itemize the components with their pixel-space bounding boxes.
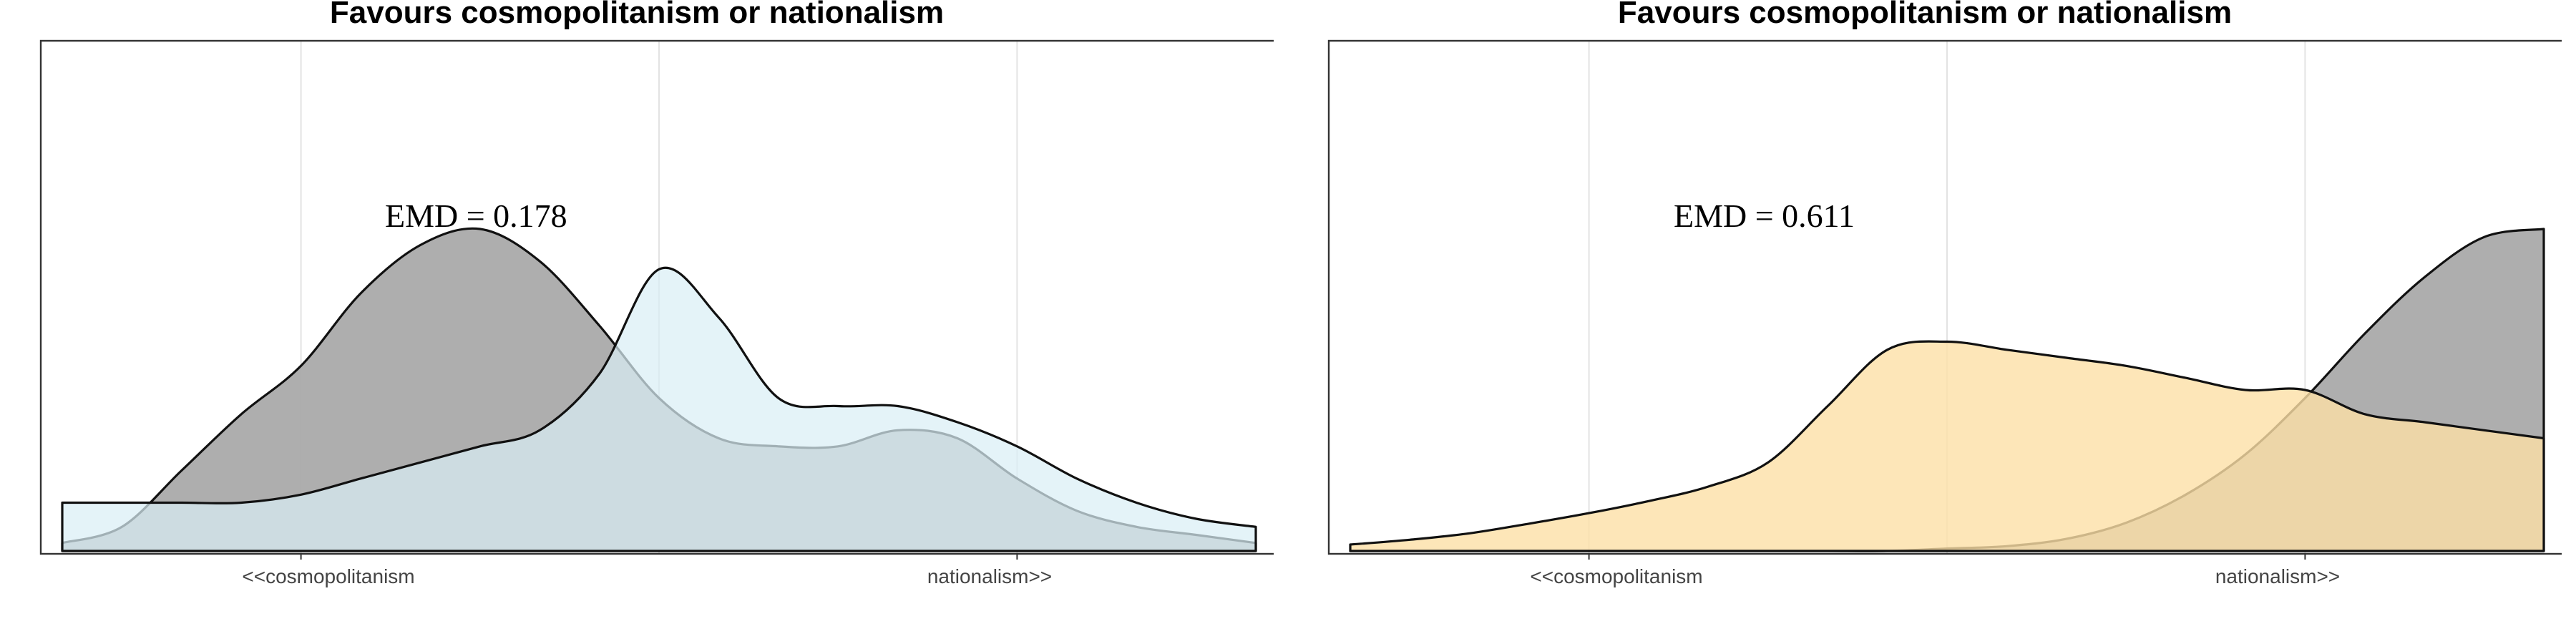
x-tick-label-left: <<cosmopolitanism [1530,565,1703,587]
x-tick-label-right: nationalism>> [2215,565,2341,587]
plot-border [39,39,1274,555]
emd-annotation: EMD = 0.178 [385,197,567,234]
chart-title: Favours cosmopolitanism or nationalism [1617,0,2233,30]
emd-annotation: EMD = 0.611 [1674,197,1855,234]
chart-panel-left: Favours cosmopolitanism or nationalism E… [0,0,1274,644]
density-area-1 [1349,340,2545,552]
plot-border [1327,39,2562,555]
x-tick-label-right: nationalism>> [927,565,1053,587]
chart-title: Favours cosmopolitanism or nationalism [329,0,945,30]
density-area-1 [61,266,1257,552]
x-tick-label-left: <<cosmopolitanism [242,565,415,587]
chart-right-svg [1327,39,2562,560]
chart-panel-right: Favours cosmopolitanism or nationalism E… [1288,0,2562,644]
chart-left-svg [39,39,1274,560]
